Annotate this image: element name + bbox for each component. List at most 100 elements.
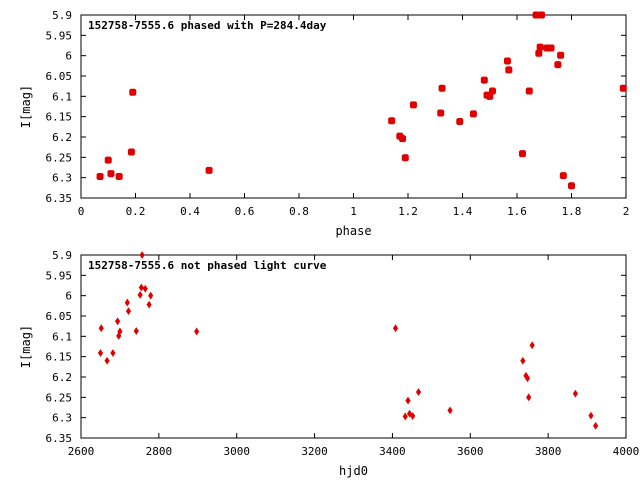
unphased-data-point xyxy=(110,349,116,357)
unphased-data-point xyxy=(124,298,130,307)
phased-x-tick-label: 0.8 xyxy=(289,205,309,218)
unphased-data-point xyxy=(117,327,123,336)
unphased-y-ticks: 5.9 5.95 6 6.05 6.1 6.15 6.2 6.25 6.3 6.35 xyxy=(46,249,626,445)
unphased-data-point xyxy=(194,327,200,336)
unphased-data-point xyxy=(97,349,104,357)
phased-x-tick-label: 1.4 xyxy=(453,205,473,218)
unphased-data-point xyxy=(104,356,110,365)
unphased-x-tick-label: 3000 xyxy=(223,445,250,458)
phased-y-ticks: 5.9 5.95 6 6.05 6.1 6.15 6.2 6.25 6.3 6.35 xyxy=(46,9,626,205)
unphased-x-tick-label: 4000 xyxy=(613,445,640,458)
phased-data-point xyxy=(399,135,407,143)
phased-data-point xyxy=(554,61,562,69)
phased-data-point xyxy=(437,109,445,117)
unphased-data-point xyxy=(524,374,531,383)
unphased-y-axis-label: I[mag] xyxy=(19,325,33,368)
unphased-data-point xyxy=(526,393,532,402)
unphased-data-point xyxy=(142,284,148,293)
unphased-y-tick-label: 5.95 xyxy=(46,269,73,282)
unphased-plot-frame xyxy=(80,254,627,439)
unphased-y-tick-label: 6.05 xyxy=(46,310,73,323)
unphased-data-point xyxy=(410,412,416,420)
phased-y-tick-label: 6.15 xyxy=(46,111,73,124)
phased-x-tick-label: 0.4 xyxy=(180,205,200,218)
unphased-data-point xyxy=(405,396,411,405)
unphased-data-point xyxy=(392,324,399,333)
phased-data-point xyxy=(129,88,137,96)
phased-data-point xyxy=(107,170,115,178)
phased-data-point xyxy=(438,84,446,92)
phased-x-tick-label: 1.8 xyxy=(562,205,582,218)
unphased-data-point xyxy=(137,290,143,299)
unphased-data-point xyxy=(133,327,139,335)
phased-data-point xyxy=(547,44,555,52)
phased-data-point xyxy=(104,156,112,164)
unphased-data-point xyxy=(406,409,413,418)
unphased-data-point xyxy=(447,406,453,415)
phased-y-tick-label: 6.3 xyxy=(52,172,72,185)
unphased-data-points xyxy=(97,251,599,430)
phased-data-point xyxy=(525,87,533,95)
unphased-data-point xyxy=(588,411,594,420)
unphased-x-tick-label: 3800 xyxy=(535,445,562,458)
phased-data-point xyxy=(535,49,543,57)
phased-y-tick-label: 6 xyxy=(65,50,72,63)
unphased-x-tick-label: 2600 xyxy=(68,445,95,458)
unphased-data-point xyxy=(138,283,144,292)
phased-data-point xyxy=(388,117,396,125)
phased-y-tick-label: 6.25 xyxy=(46,151,73,164)
phased-y-axis-label: I[mag] xyxy=(19,85,33,128)
phased-data-point xyxy=(401,154,409,162)
phased-data-point xyxy=(503,57,511,65)
unphased-data-point xyxy=(529,341,535,350)
unphased-data-point xyxy=(125,307,132,316)
unphased-x-axis-label: hjd0 xyxy=(339,464,368,478)
unphased-y-tick-label: 6.35 xyxy=(46,432,73,445)
phased-data-point xyxy=(518,150,526,158)
phased-data-point xyxy=(505,66,513,74)
unphased-y-tick-label: 6.25 xyxy=(46,391,73,404)
unphased-data-point xyxy=(148,291,154,300)
phased-data-point xyxy=(456,118,464,126)
unphased-data-point xyxy=(402,412,408,421)
phased-y-tick-label: 5.9 xyxy=(52,9,72,22)
unphased-data-point xyxy=(139,251,145,259)
phased-data-point xyxy=(127,148,135,156)
unphased-chart: 2600 2800 3000 3200 3400 3600 3800 4000 5.9 5.95… xyxy=(19,249,639,478)
phased-data-point xyxy=(96,172,104,180)
phased-data-point xyxy=(480,76,488,84)
unphased-data-point xyxy=(572,389,578,398)
phased-x-tick-label: 0.6 xyxy=(235,205,255,218)
unphased-chart-title: 152758-7555.6 not phased light curve xyxy=(88,259,327,272)
unphased-y-tick-label: 6.2 xyxy=(52,371,72,384)
phased-y-tick-label: 6.1 xyxy=(52,90,72,103)
phased-data-points xyxy=(96,11,627,190)
unphased-x-tick-label: 3600 xyxy=(457,445,484,458)
phased-chart: 0 0.2 0.4 0.6 0.8 1 1.2 1.4 1.6 1.8 2 5.9 5.95 6 6.05… xyxy=(19,9,629,238)
unphased-data-point xyxy=(98,324,104,333)
phased-x-tick-label: 0 xyxy=(78,205,85,218)
phased-data-point xyxy=(568,182,575,190)
phased-data-point xyxy=(115,172,123,180)
unphased-data-point xyxy=(146,300,152,309)
unphased-y-tick-label: 6.1 xyxy=(52,330,72,343)
phased-data-point xyxy=(205,166,213,174)
phased-data-point xyxy=(559,172,567,180)
phased-y-tick-label: 5.95 xyxy=(46,29,73,42)
unphased-data-point xyxy=(593,421,599,430)
unphased-y-tick-label: 6 xyxy=(65,290,72,303)
phased-x-tick-label: 1.2 xyxy=(398,205,418,218)
unphased-data-point xyxy=(114,317,121,326)
unphased-y-tick-label: 6.15 xyxy=(46,351,73,364)
phased-x-tick-label: 2 xyxy=(623,205,630,218)
phased-x-tick-label: 1 xyxy=(350,205,357,218)
phased-data-point xyxy=(619,84,627,92)
phased-x-ticks: 0 0.2 0.4 0.6 0.8 1 1.2 1.4 1.6 1.8 2 xyxy=(78,15,630,218)
unphased-x-tick-label: 3200 xyxy=(301,445,328,458)
phased-x-axis-label: phase xyxy=(335,224,371,238)
phased-y-tick-label: 6.35 xyxy=(46,192,73,205)
phased-y-tick-label: 6.2 xyxy=(52,131,72,144)
phased-x-tick-label: 1.6 xyxy=(507,205,527,218)
